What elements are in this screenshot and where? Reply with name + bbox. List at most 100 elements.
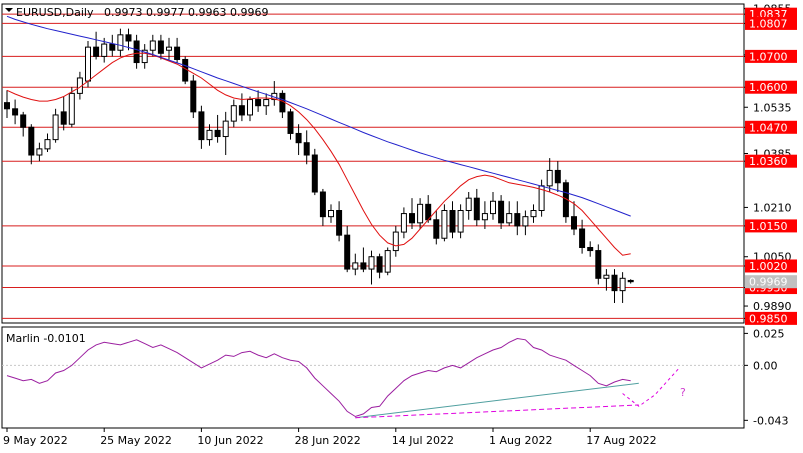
blue-moving-average — [6, 15, 631, 217]
ohlc-values: 0.9973 0.9977 0.9963 0.9969 — [104, 6, 268, 19]
candle-bearish — [336, 210, 343, 236]
candle-bearish — [4, 102, 10, 110]
candle-bearish — [554, 169, 561, 184]
indicator-tick-label: -0.043 — [753, 414, 788, 427]
candle-bullish — [619, 277, 626, 292]
red-moving-average — [6, 52, 631, 256]
candle-bullish — [101, 43, 108, 57]
level-label: 0.9850 — [749, 312, 788, 325]
candle-bullish — [141, 49, 148, 64]
price-tick-label: 0.9890 — [753, 300, 792, 313]
candle-bearish — [255, 99, 262, 107]
candle-bearish — [303, 142, 310, 156]
candle-bullish — [392, 231, 399, 252]
level-label-bg — [745, 154, 797, 168]
candle-bullish — [481, 213, 488, 221]
time-label: 28 Jun 2022 — [295, 434, 361, 447]
candle-bullish — [68, 92, 75, 125]
candle-bearish — [376, 256, 383, 273]
moving-averages — [6, 15, 631, 256]
time-label: 14 Jul 2022 — [392, 434, 454, 447]
candle-bearish — [360, 262, 367, 270]
level-label-bg — [745, 120, 797, 134]
level-label: 1.0360 — [749, 155, 788, 168]
candle-bullish — [465, 197, 472, 212]
candle-bullish — [546, 169, 553, 187]
candle-bullish — [263, 99, 270, 107]
candle-bearish — [571, 216, 577, 230]
candle-bearish — [157, 40, 164, 54]
candle-bullish — [530, 210, 537, 218]
candle-bullish — [36, 148, 43, 156]
candle-bearish — [344, 234, 351, 270]
chart-frame — [1, 3, 745, 429]
candle-bullish — [328, 210, 334, 218]
candle-bearish — [409, 213, 415, 224]
candle-bullish — [85, 46, 91, 82]
level-label: 1.0700 — [749, 50, 788, 63]
current-price-label-bg — [745, 275, 797, 289]
candle-bullish — [247, 99, 253, 116]
magenta-trendline — [355, 404, 639, 419]
price-panel-frame — [1, 3, 745, 324]
current-price-label: 0.9969 — [749, 276, 788, 289]
time-label: 9 May 2022 — [3, 434, 68, 447]
candle-bullish — [417, 203, 424, 224]
indicator-label: Marlin -0.0101 — [6, 332, 86, 345]
level-label-bg — [745, 49, 797, 63]
candle-bearish — [587, 246, 594, 252]
candle-bearish — [93, 46, 100, 57]
candle-bearish — [562, 182, 569, 218]
candle-bullish — [603, 274, 610, 279]
candle-bearish — [190, 80, 197, 113]
candle-bearish — [449, 210, 456, 233]
candle-bearish — [198, 111, 205, 141]
candle-bullish — [441, 210, 448, 239]
candle-bullish — [117, 34, 124, 51]
level-label: 1.0470 — [749, 121, 788, 134]
level-label-bg — [745, 16, 797, 30]
axes: 1.08551.07051.05351.03851.02101.00500.98… — [3, 3, 792, 447]
level-labels: 1.08371.08071.07001.06001.04701.03601.01… — [744, 7, 797, 325]
candle-bullish — [230, 105, 237, 122]
candle-bearish — [611, 274, 618, 292]
candle-bearish — [238, 105, 245, 116]
marlin-oscillator — [2, 337, 744, 419]
horizontal-levels — [2, 13, 744, 319]
candle-bullish — [384, 250, 391, 273]
time-label: 1 Aug 2022 — [489, 434, 552, 447]
indicator-tick-label: 0.00 — [753, 359, 778, 372]
candle-bearish — [498, 200, 505, 224]
price-tick-label: 1.0535 — [753, 101, 792, 114]
candle-bullish — [166, 46, 172, 51]
time-label: 17 Aug 2022 — [586, 434, 656, 447]
level-label-bg — [745, 219, 797, 233]
level-label: 1.0020 — [749, 260, 788, 273]
candle-bullish — [52, 114, 59, 141]
level-label: 1.0600 — [749, 81, 788, 94]
price-tick-label: 1.0210 — [753, 201, 792, 214]
question-mark: ? — [680, 386, 686, 399]
level-label-bg — [745, 259, 797, 273]
level-label: 1.0150 — [749, 220, 788, 233]
candle-bearish — [60, 111, 67, 125]
candle-bearish — [319, 191, 326, 218]
candle-bearish — [433, 219, 440, 239]
candle-bearish — [109, 43, 116, 51]
candle-bearish — [627, 279, 634, 283]
symbol-dropdown-icon[interactable] — [5, 8, 13, 12]
candle-bearish — [473, 197, 480, 221]
candle-bearish — [595, 250, 602, 279]
candlesticks — [4, 28, 634, 303]
candle-bullish — [222, 120, 229, 138]
candle-bearish — [295, 132, 302, 144]
time-label: 10 Jun 2022 — [197, 434, 263, 447]
candle-bearish — [28, 126, 35, 156]
candle-bearish — [125, 34, 132, 42]
level-label-bg — [745, 80, 797, 94]
candle-bullish — [490, 200, 496, 215]
candle-bullish — [400, 213, 407, 233]
candle-bearish — [514, 213, 521, 227]
candle-bearish — [12, 108, 19, 116]
